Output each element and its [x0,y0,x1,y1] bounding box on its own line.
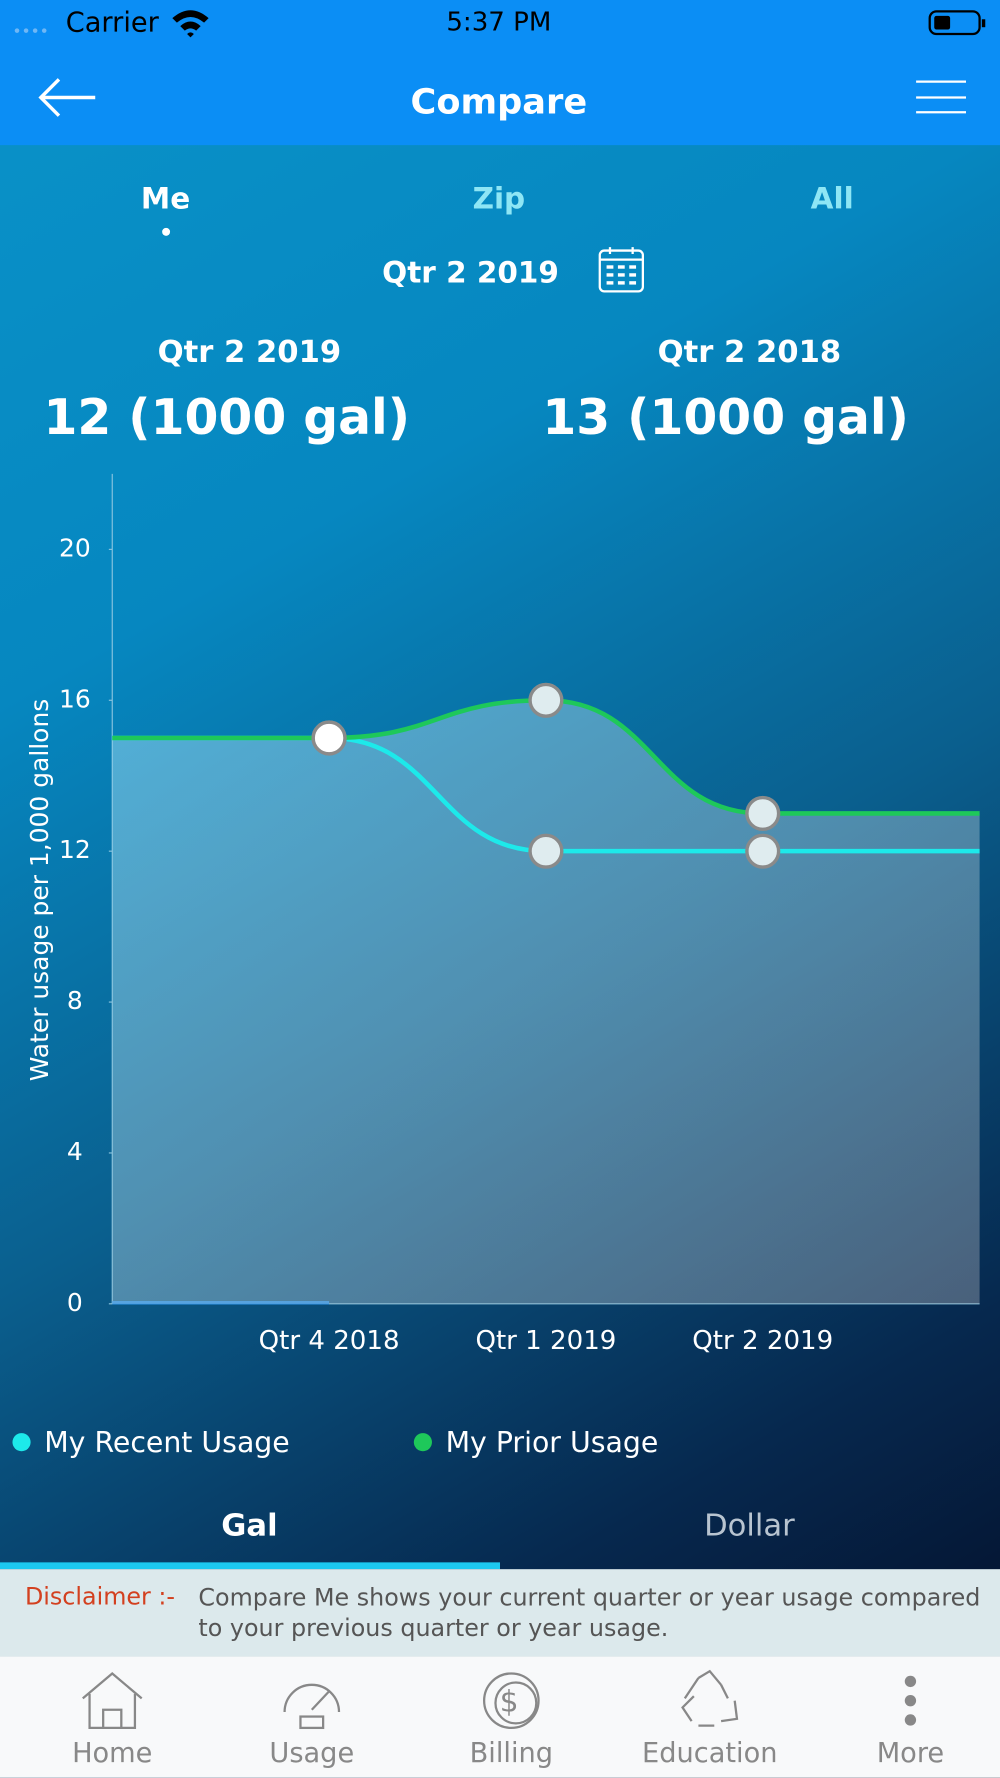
tab-zip[interactable]: Zip [472,182,526,217]
wifi-icon [172,10,209,38]
summary-period: Qtr 2 2018 [657,335,842,371]
y-axis-label: Water usage per 1,000 gallons [25,699,54,1082]
area-fill [112,700,980,1304]
disclaimer-label: Disclaimer :- [24,1582,176,1610]
tab-indicator [162,227,171,236]
x-tick-label: Qtr 1 2019 [475,1326,616,1356]
back-button[interactable] [34,75,102,120]
nav-education[interactable]: Education [642,1736,778,1769]
y-tick-label: 20 [59,533,91,562]
top-bar [0,0,1000,146]
legend-swatch [12,1433,31,1452]
billing-icon[interactable]: $ [482,1672,540,1730]
data-point [745,795,781,832]
data-point [311,720,347,756]
y-tick-label: 8 [67,986,83,1015]
legend-label: My Prior Usage [445,1425,659,1459]
y-tick-label: 12 [59,835,91,864]
tab-all[interactable]: All [810,182,854,217]
summary-value: 12 (1000 gal) [43,390,411,447]
unit-tab-dollar[interactable]: Dollar [704,1508,795,1544]
education-icon[interactable] [681,1669,739,1727]
nav-usage[interactable]: Usage [269,1736,355,1769]
y-tick-label: 4 [67,1137,83,1166]
data-point [528,833,564,869]
period-selector[interactable]: Qtr 2 2019 [382,256,559,291]
more-icon[interactable] [904,1675,917,1726]
data-point [528,682,564,718]
unit-tab-indicator [0,1562,501,1570]
nav-more[interactable]: More [876,1736,945,1769]
unit-tab-gal[interactable]: Gal [221,1508,278,1544]
nav-icons: $ [82,1669,917,1730]
x-tick-label: Qtr 2 2019 [692,1326,833,1356]
signal-icon [14,28,47,33]
summary-period: Qtr 2 2019 [157,335,342,371]
usage-icon[interactable] [283,1683,341,1730]
tab-me[interactable]: Me [140,182,191,217]
home-icon[interactable] [82,1671,143,1730]
chart: 0 4 8 12 16 20 Water usage per 1,000 gallons Qt… [25,473,980,1356]
y-tick-label: 0 [67,1288,83,1317]
carrier: Carrier [65,6,159,39]
legend-label: My Recent Usage [44,1425,290,1459]
battery-icon [928,10,986,36]
data-point [745,833,781,869]
x-tick-label: Qtr 4 2018 [259,1326,400,1356]
page-title: Compare [410,81,588,123]
summary-value: 13 (1000 gal) [542,390,909,447]
nav-home[interactable]: Home [72,1736,153,1769]
menu-button[interactable] [914,77,968,118]
disclaimer-panel [0,1569,1000,1657]
clock: 5:37 PM [446,7,552,38]
y-tick-label: 16 [59,684,91,713]
calendar-icon[interactable] [596,245,646,295]
svg-text:$: $ [500,1684,519,1718]
disclaimer-text: Compare Me shows your current quarter or… [198,1583,981,1642]
nav-billing[interactable]: Billing [469,1736,554,1769]
legend-swatch [413,1433,432,1452]
